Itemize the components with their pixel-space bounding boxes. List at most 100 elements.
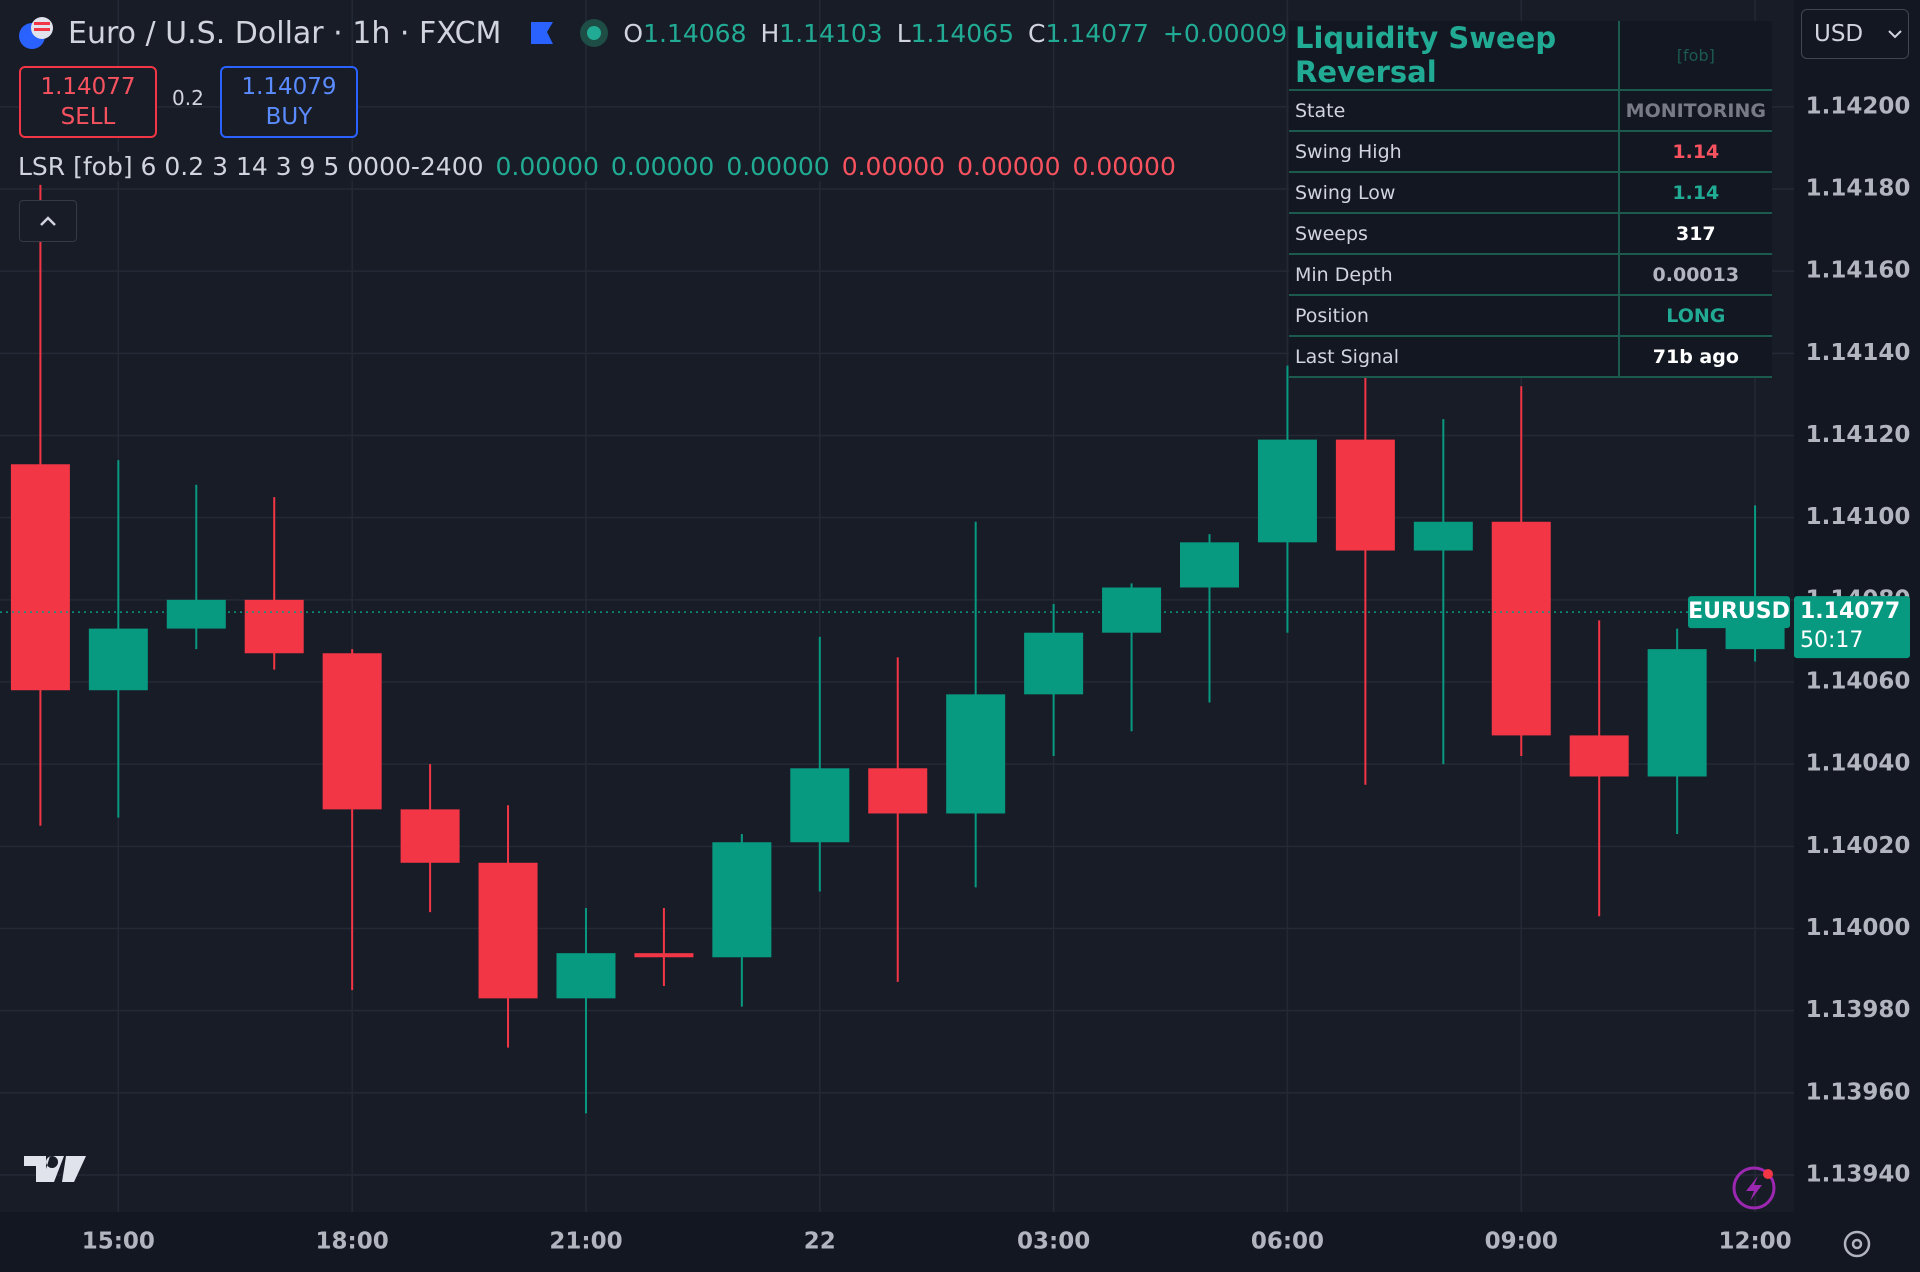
y-tick-label: 1.13940 [1806, 1162, 1911, 1188]
row-value: LONG [1617, 295, 1772, 337]
y-tick-label: 1.13980 [1806, 997, 1911, 1023]
candles [0, 184, 1794, 1114]
y-tick-label: 1.14060 [1806, 669, 1911, 695]
table-row: Sweeps 317 [1289, 213, 1772, 255]
ohlc-key: O [623, 18, 644, 48]
y-tick-label: 1.14200 [1806, 93, 1911, 119]
row-label: Position [1289, 295, 1619, 337]
row-value: 1.14 [1617, 172, 1772, 214]
table-title-row: Liquidity Sweep Reversal [fob] [1289, 21, 1772, 91]
candle-body [1491, 521, 1551, 736]
indicator-value: 0.00000 [495, 152, 599, 181]
table-row: Min Depth 0.00013 [1289, 254, 1772, 296]
row-label: Last Signal [1289, 336, 1619, 378]
x-tick-label: 06:00 [1251, 1229, 1324, 1255]
currency: USD [1814, 21, 1864, 47]
candle-body [1335, 439, 1395, 551]
market-status[interactable] [577, 16, 611, 50]
candle-body [634, 953, 694, 958]
table-row: Last Signal 71b ago [1289, 336, 1772, 378]
price-tag-bg [1794, 596, 1910, 659]
indicator-value: 0.00000 [1072, 152, 1176, 181]
currency-select[interactable]: USD [1801, 9, 1909, 59]
candle-body [790, 768, 850, 843]
row-label: Swing High [1289, 131, 1619, 173]
y-tick-label: 1.14160 [1806, 258, 1911, 284]
indicator-value: 0.00000 [957, 152, 1061, 181]
candle-body [1413, 521, 1473, 551]
ohlc-key: H [760, 18, 780, 48]
collapse-button[interactable] [19, 200, 77, 242]
row-value: 317 [1617, 213, 1772, 255]
candle-body [478, 862, 538, 999]
y-tick-label: 1.14040 [1806, 751, 1911, 777]
buy-price: 1.14079 [241, 74, 337, 100]
table-row: State MONITORING [1289, 90, 1772, 132]
indicator-legend[interactable]: LSR [fob] 6 0.2 3 14 3 9 5 0000-2400 0.0… [18, 152, 1184, 181]
x-tick-label: 12:00 [1718, 1229, 1791, 1255]
ohlc: O1.14068 H1.14103 L1.14065 C1.14077 +0.0… [623, 19, 1415, 48]
buy-button[interactable]: 1.14079 BUY [220, 66, 358, 138]
table-row: Position LONG [1289, 295, 1772, 337]
indicator-table: Liquidity Sweep Reversal [fob] State MONI… [1289, 21, 1772, 378]
ohlc-key: C [1028, 18, 1046, 48]
ohlc-value: 1.14068 [643, 18, 747, 48]
spread: 0.2 [172, 86, 204, 110]
row-value: 0.00013 [1617, 254, 1772, 296]
x-tick-label: 22 [804, 1229, 836, 1255]
candle-body [322, 653, 382, 810]
ohlc-value: 1.14077 [1045, 18, 1149, 48]
indicator-value: 0.00000 [841, 152, 946, 181]
indicator-label: LSR [fob] 6 0.2 3 14 3 9 5 0000-2400 [18, 152, 484, 181]
x-tick-label: 15:00 [82, 1229, 155, 1255]
row-label: State [1289, 90, 1619, 132]
candle-body [712, 842, 772, 958]
buy-label: BUY [265, 104, 313, 130]
row-value: MONITORING [1617, 90, 1772, 132]
price-tag: 1.14077 [1800, 599, 1900, 624]
sell-label: SELL [60, 104, 116, 130]
candle-body [1569, 735, 1629, 777]
time-axis-bg [0, 1212, 1920, 1272]
lightning-icon[interactable] [1732, 1166, 1776, 1210]
table-row: Swing Low 1.14 [1289, 172, 1772, 214]
symbol-tag: EURUSD [1688, 599, 1790, 624]
x-tick-label: 18:00 [316, 1229, 389, 1255]
candle-body [1257, 439, 1317, 543]
candle-body [868, 768, 928, 814]
chevron-up [40, 216, 56, 226]
candle-body [556, 953, 616, 999]
sell-button[interactable]: 1.14077 SELL [19, 66, 157, 138]
symbol-flag [19, 17, 53, 49]
x-tick-label: 03:00 [1017, 1229, 1090, 1255]
candle-body [1024, 632, 1084, 695]
countdown: 50:17 [1800, 628, 1863, 653]
y-tick-label: 1.14140 [1806, 340, 1911, 366]
candle-body [1180, 542, 1239, 588]
row-label: Sweeps [1289, 213, 1619, 255]
ohlc-value: 1.14065 [910, 18, 1015, 48]
row-label: Swing Low [1289, 172, 1619, 214]
candle-body [88, 628, 148, 691]
y-tick-label: 1.14100 [1806, 504, 1911, 530]
row-label: Min Depth [1289, 254, 1619, 296]
x-tick-label: 21:00 [549, 1229, 622, 1255]
table-title: Liquidity Sweep Reversal [1289, 21, 1619, 91]
candle-body [166, 599, 226, 629]
y-tick-label: 1.14020 [1806, 833, 1911, 859]
ohlc-value: 1.14103 [779, 18, 883, 48]
header: Euro / U.S. Dollar · 1h · FXCM O1.14068 … [18, 12, 1415, 54]
candle-body [244, 599, 304, 654]
row-value: 1.14 [1617, 131, 1772, 173]
candle-body [400, 809, 460, 863]
symbol[interactable]: Euro / U.S. Dollar · 1h · FXCM [68, 15, 502, 51]
flag-icon[interactable] [527, 18, 557, 48]
symbol-tag-bg [1688, 596, 1790, 629]
x-tick-label: 09:00 [1485, 1229, 1558, 1255]
axes: 1.139401.139601.139801.140001.140201.140… [82, 93, 1911, 1254]
candle-body [1647, 649, 1707, 777]
table-tag: [fob] [1617, 21, 1772, 91]
indicator-value: 0.00000 [726, 152, 830, 181]
settings-icon[interactable] [1843, 1230, 1871, 1258]
